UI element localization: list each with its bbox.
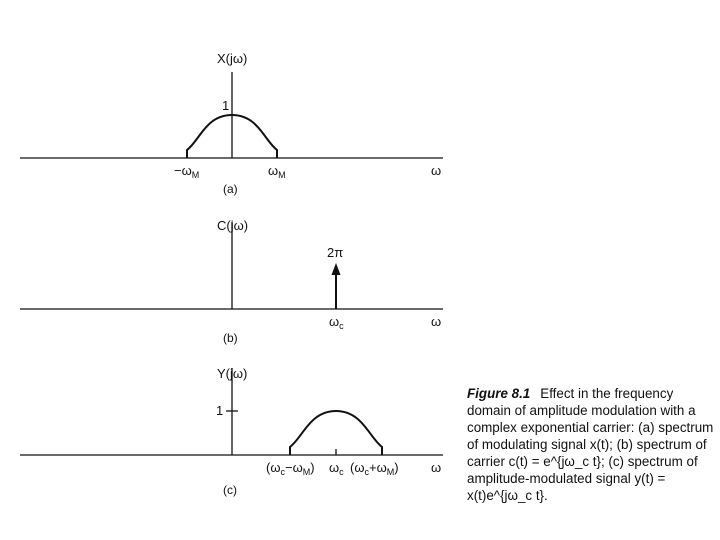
panel-b: C(jω) 2π ωc ω (b) xyxy=(20,218,443,345)
panel-c: Y(jω) 1 (ωc−ωM) ωc (ωc+ωM) ω (c) xyxy=(20,366,443,497)
figure-caption-title: Figure 8.1 xyxy=(467,386,531,401)
panel-a-spectrum-curve xyxy=(186,113,278,158)
panel-a-peak-label: 1 xyxy=(222,98,229,113)
panel-b-ylabel: C(jω) xyxy=(217,218,248,233)
panel-c-ylabel: Y(jω) xyxy=(217,366,247,381)
figure-caption: Figure 8.1 Effect in the frequency domain… xyxy=(467,385,717,504)
panel-b-axis-label: ω xyxy=(431,314,441,329)
panel-c-spectrum-curve xyxy=(289,409,383,455)
panel-c-tick-left: (ωc−ωM) xyxy=(266,460,315,477)
panel-a-panel-label: (a) xyxy=(223,182,238,196)
panel-c-tick-one: 1 xyxy=(216,403,223,418)
panel-c-tick-right: (ωc+ωM) xyxy=(350,460,399,477)
panel-a-ylabel: X(jω) xyxy=(217,51,247,66)
panel-c-tick-center: ωc xyxy=(329,460,344,477)
panel-b-impulse-arrowhead xyxy=(331,263,341,275)
panel-a-tick-right: ωM xyxy=(268,163,286,180)
panel-a-axis-label: ω xyxy=(431,163,441,178)
panel-b-panel-label: (b) xyxy=(223,331,238,345)
panel-c-axis-label: ω xyxy=(431,460,441,475)
panel-a: X(jω) 1 −ωM ωM ω (a) xyxy=(20,51,443,196)
panel-c-panel-label: (c) xyxy=(223,483,237,497)
panel-b-tick: ωc xyxy=(329,314,344,331)
panel-b-impulse-label: 2π xyxy=(327,245,343,260)
panel-a-tick-left: −ωM xyxy=(174,163,199,180)
figure-caption-body: Effect in the frequency domain of amplit… xyxy=(467,386,714,503)
